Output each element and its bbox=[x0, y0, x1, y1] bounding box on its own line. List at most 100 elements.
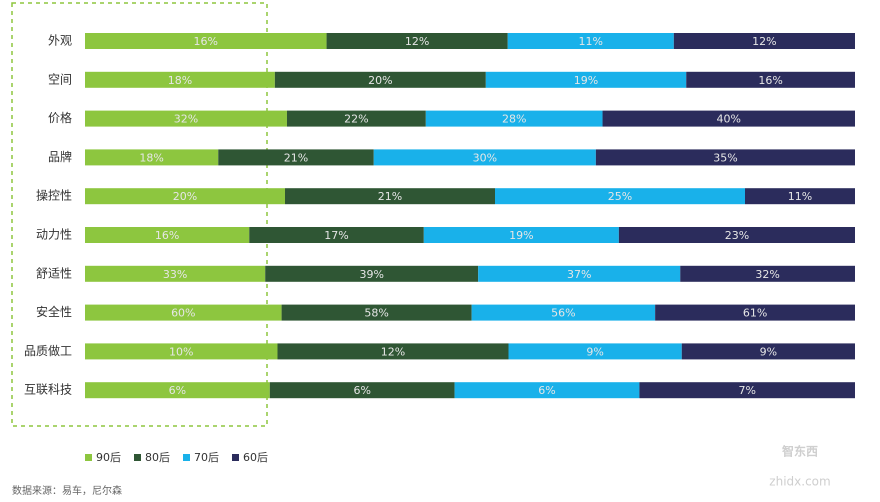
bar-segment bbox=[602, 110, 855, 127]
value-label: 32% bbox=[755, 268, 779, 281]
value-label: 6% bbox=[169, 384, 186, 397]
bar-segment bbox=[285, 188, 495, 205]
bar-segment bbox=[508, 343, 682, 360]
bar-segment bbox=[85, 188, 285, 205]
bar-segment bbox=[269, 382, 455, 399]
value-label: 10% bbox=[169, 345, 193, 358]
value-label: 16% bbox=[155, 229, 179, 242]
value-label: 21% bbox=[378, 190, 402, 203]
value-label: 32% bbox=[174, 113, 198, 126]
value-label: 11% bbox=[788, 190, 812, 203]
category-label: 舒适性 bbox=[36, 266, 72, 280]
value-label: 9% bbox=[586, 345, 603, 358]
value-label: 20% bbox=[368, 74, 392, 87]
value-label: 6% bbox=[538, 384, 555, 397]
value-label: 19% bbox=[574, 74, 598, 87]
value-label: 21% bbox=[284, 151, 308, 164]
bar-segment bbox=[85, 304, 282, 321]
highlight-box bbox=[11, 2, 268, 427]
value-label: 56% bbox=[551, 307, 575, 320]
value-label: 16% bbox=[758, 74, 782, 87]
value-label: 30% bbox=[473, 151, 497, 164]
value-label: 61% bbox=[743, 307, 767, 320]
category-label: 价格 bbox=[48, 110, 72, 125]
bar-segment bbox=[507, 33, 674, 49]
bar-segment bbox=[485, 71, 687, 88]
legend-label: 70后 bbox=[194, 451, 219, 464]
bar-segment bbox=[85, 227, 250, 243]
bar-segment bbox=[454, 382, 640, 399]
bar-segment bbox=[655, 304, 855, 321]
bar-segment bbox=[218, 149, 374, 166]
value-label: 39% bbox=[359, 268, 383, 281]
bar-segment bbox=[249, 227, 424, 243]
value-label: 20% bbox=[173, 190, 197, 203]
bar-segment bbox=[85, 149, 219, 166]
value-label: 37% bbox=[567, 268, 591, 281]
watermark-url: zhidx.com bbox=[769, 475, 830, 489]
category-label: 品质做工 bbox=[24, 343, 72, 358]
value-label: 60% bbox=[171, 307, 195, 320]
bar-segment bbox=[423, 227, 619, 243]
category-label: 操控性 bbox=[36, 188, 72, 203]
bar-segment bbox=[85, 110, 287, 127]
value-label: 35% bbox=[713, 151, 737, 164]
bar-segment bbox=[277, 343, 509, 360]
bar-segment bbox=[373, 149, 596, 166]
bar-segment bbox=[85, 71, 275, 88]
bar-segment bbox=[274, 71, 486, 88]
value-label: 11% bbox=[579, 35, 603, 48]
value-label: 17% bbox=[324, 229, 348, 242]
legend-swatch bbox=[134, 454, 141, 461]
value-label: 6% bbox=[353, 384, 370, 397]
bar-segment bbox=[673, 33, 855, 49]
value-label: 19% bbox=[509, 229, 533, 242]
value-label: 7% bbox=[738, 384, 755, 397]
value-label: 23% bbox=[725, 229, 749, 242]
bar-segment bbox=[478, 265, 681, 282]
value-label: 12% bbox=[381, 345, 405, 358]
legend-label: 60后 bbox=[243, 451, 268, 464]
category-label: 安全性 bbox=[36, 304, 72, 319]
bar-segment bbox=[265, 265, 479, 282]
bar-segment bbox=[686, 71, 855, 88]
value-label: 22% bbox=[344, 113, 368, 126]
bar-segment bbox=[595, 149, 855, 166]
legend-swatch bbox=[232, 454, 239, 461]
bar-segment bbox=[286, 110, 426, 127]
value-label: 18% bbox=[168, 74, 192, 87]
value-label: 33% bbox=[163, 268, 187, 281]
legend-label: 90后 bbox=[96, 451, 121, 464]
value-label: 18% bbox=[139, 151, 163, 164]
category-label: 空间 bbox=[48, 72, 72, 86]
bar-segment bbox=[425, 110, 603, 127]
bar-segment bbox=[681, 343, 855, 360]
value-label: 40% bbox=[717, 113, 741, 126]
value-label: 25% bbox=[608, 190, 632, 203]
bar-segment bbox=[680, 265, 855, 282]
value-label: 12% bbox=[405, 35, 429, 48]
category-label: 品牌 bbox=[48, 150, 72, 164]
legend-label: 80后 bbox=[145, 451, 170, 464]
bar-segment bbox=[745, 188, 855, 205]
bar-segment bbox=[618, 227, 855, 243]
bar-segment bbox=[281, 304, 472, 321]
source-note: 数据来源：易车，尼尔森 bbox=[12, 484, 122, 497]
category-label: 动力性 bbox=[36, 228, 72, 242]
bar-segment bbox=[85, 343, 278, 360]
category-label: 外观 bbox=[48, 34, 72, 48]
bar-segment bbox=[326, 33, 508, 49]
value-label: 12% bbox=[752, 35, 776, 48]
bar-segment bbox=[85, 265, 266, 282]
bar-segment bbox=[495, 188, 745, 205]
value-label: 9% bbox=[760, 345, 777, 358]
value-label: 28% bbox=[502, 113, 526, 126]
watermark-logo: 智东西 bbox=[781, 444, 818, 459]
bar-segment bbox=[471, 304, 656, 321]
legend-swatch bbox=[85, 454, 92, 461]
category-label: 互联科技 bbox=[24, 383, 72, 397]
bar-segment bbox=[85, 382, 270, 399]
bar-segment bbox=[85, 33, 327, 49]
value-label: 16% bbox=[194, 35, 218, 48]
